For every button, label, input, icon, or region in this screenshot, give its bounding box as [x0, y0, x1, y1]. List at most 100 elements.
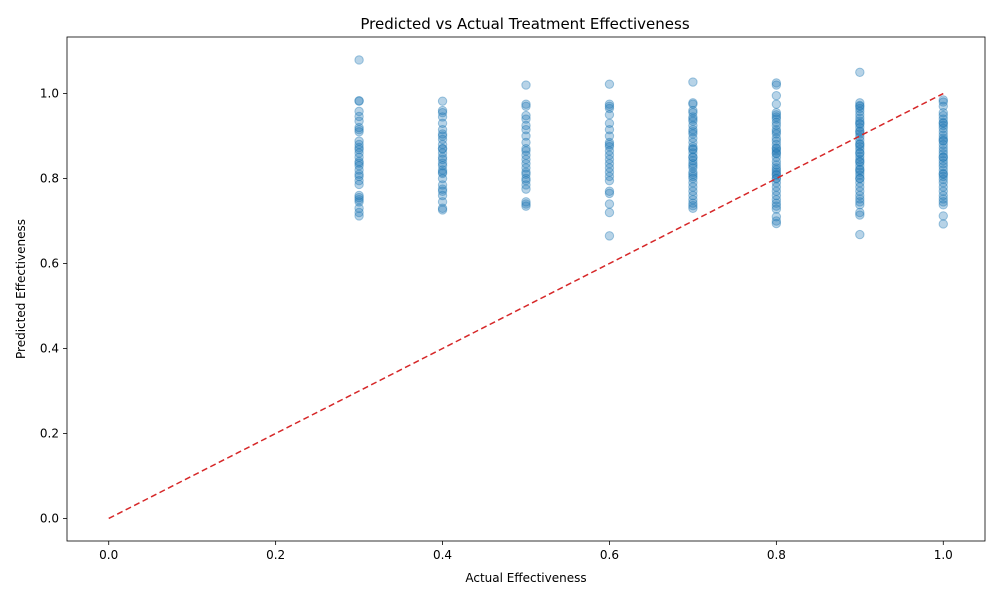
data-point [688, 98, 698, 108]
data-point [437, 154, 448, 165]
data-point [354, 111, 364, 122]
data-point [521, 199, 531, 209]
chart-title: Predicted vs Actual Treatment Effectiven… [360, 15, 689, 33]
data-point [688, 203, 698, 213]
data-point [855, 139, 865, 150]
data-point [688, 144, 698, 155]
data-point [855, 200, 865, 210]
data-point [771, 120, 782, 131]
data-point [437, 190, 448, 201]
data-point [688, 144, 698, 154]
data-point [855, 186, 865, 196]
data-point [688, 116, 698, 126]
data-point [771, 173, 782, 184]
data-point [771, 163, 782, 173]
data-point [604, 188, 615, 199]
data-point [938, 139, 948, 150]
data-point [521, 163, 531, 173]
data-point [938, 101, 948, 111]
data-point [604, 207, 615, 218]
data-point [771, 133, 782, 143]
data-point [938, 200, 948, 210]
data-point [771, 218, 782, 229]
data-point [521, 124, 531, 135]
data-point [771, 146, 782, 156]
data-point [771, 182, 782, 192]
data-point [855, 148, 865, 158]
data-point [604, 175, 615, 186]
data-point [855, 100, 865, 111]
data-point [354, 55, 364, 65]
data-point [437, 131, 448, 141]
data-point [938, 152, 948, 162]
data-point [688, 182, 698, 192]
data-point [771, 186, 782, 196]
data-point [604, 137, 615, 148]
data-point [521, 175, 531, 186]
data-point [855, 113, 865, 123]
data-point [604, 118, 615, 128]
data-point [354, 203, 364, 213]
data-point [771, 204, 782, 214]
data-point [354, 190, 364, 201]
data-point [521, 167, 531, 177]
data-point [688, 129, 698, 139]
data-point [771, 156, 782, 167]
data-point [354, 116, 364, 126]
data-point [938, 152, 948, 162]
y-tick-label: 0.6 [40, 257, 59, 271]
data-point [437, 96, 448, 106]
data-point [604, 171, 615, 182]
data-point [604, 146, 615, 156]
data-point [688, 124, 698, 135]
data-point [521, 197, 531, 207]
data-point [604, 231, 615, 241]
data-point [604, 186, 615, 196]
data-point [938, 107, 948, 118]
data-point [437, 105, 448, 116]
data-point [354, 152, 364, 162]
data-point [771, 160, 782, 170]
data-point [771, 144, 782, 154]
data-point [688, 186, 698, 196]
data-point [521, 137, 531, 148]
data-point [855, 210, 865, 220]
data-point [521, 201, 531, 211]
data-point [604, 150, 615, 160]
data-point [855, 170, 865, 180]
data-point [354, 171, 364, 182]
data-point [855, 190, 865, 201]
data-point [771, 129, 782, 139]
y-tick-label: 0.8 [40, 172, 59, 186]
data-point [855, 182, 865, 192]
data-point [855, 156, 865, 167]
data-point [521, 80, 531, 90]
data-point [938, 186, 948, 196]
data-point [938, 117, 948, 128]
data-point [354, 165, 364, 175]
data-point [938, 97, 948, 107]
data-point [437, 124, 448, 135]
data-point [771, 216, 782, 226]
data-point [437, 139, 448, 150]
data-point [938, 165, 948, 175]
data-point [938, 168, 948, 179]
data-point [688, 201, 698, 211]
data-point [771, 149, 782, 159]
data-point [771, 165, 782, 175]
data-point [855, 144, 865, 155]
data-point [855, 148, 865, 158]
data-point [938, 133, 948, 143]
data-point [771, 99, 782, 109]
data-point [437, 144, 448, 154]
data-point [604, 163, 615, 173]
data-point [938, 171, 948, 182]
data-point [354, 122, 364, 133]
data-point [688, 155, 698, 166]
data-point [521, 101, 531, 111]
data-point [938, 127, 948, 137]
data-point [354, 197, 364, 207]
data-point [855, 178, 865, 188]
